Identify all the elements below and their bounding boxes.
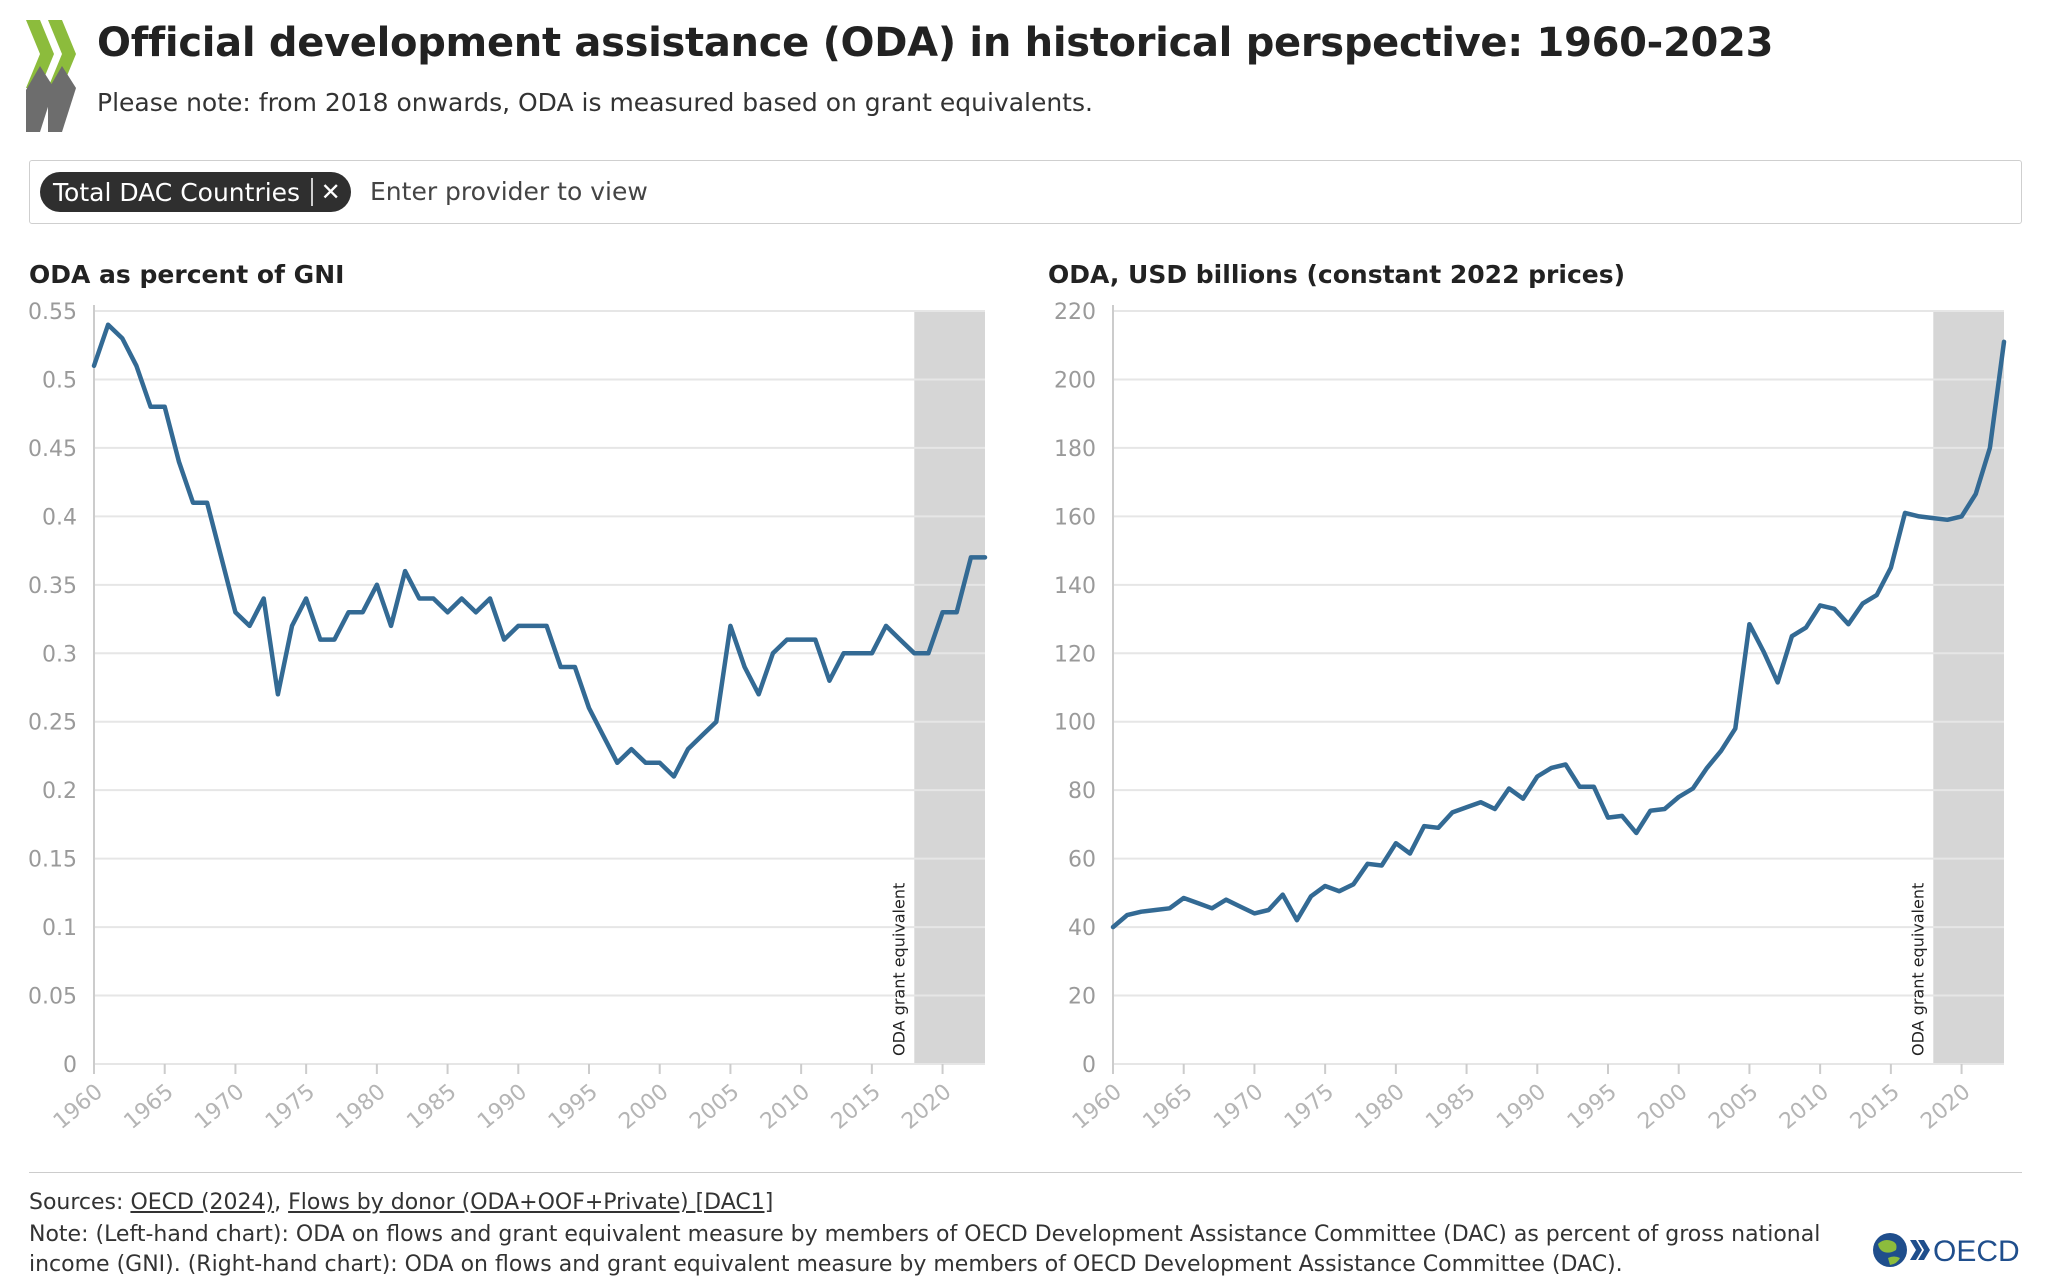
right-chart-x-tick-label: 1965 [1139, 1079, 1198, 1134]
sources-prefix: Sources: [29, 1190, 131, 1215]
footer-divider [29, 1172, 2022, 1173]
right-chart-x-tick-label: 2005 [1704, 1079, 1763, 1134]
right-chart-x-tick-label: 2010 [1775, 1079, 1834, 1134]
right-chart-y-tick-label: 180 [1054, 437, 1096, 462]
right-chart-x-tick-label: 2020 [1916, 1079, 1975, 1134]
sources-separator: , [274, 1190, 289, 1215]
right-chart-x-tick-label: 1980 [1351, 1079, 1410, 1134]
right-chart-y-tick-label: 140 [1054, 574, 1096, 599]
provider-selector[interactable]: Total DAC Countries ✕ Enter provider to … [29, 160, 2022, 224]
right-chart-x-tick-label: 1995 [1563, 1079, 1622, 1134]
oecd-chevron-logo [26, 20, 76, 132]
right-chart-series-line [1110, 339, 2007, 930]
right-chart-x-tick-label: 1990 [1492, 1079, 1551, 1134]
right-chart-y-tick-label: 200 [1054, 368, 1096, 393]
right-chart-x-tick-label: 2000 [1634, 1079, 1693, 1134]
right-chart-x-tick-label: 2015 [1846, 1079, 1905, 1134]
left-chart-y-tick-label: 0.35 [28, 574, 77, 599]
left-chart-y-tick-label: 0.45 [28, 437, 77, 462]
page-subtitle: Please note: from 2018 onwards, ODA is m… [97, 88, 1093, 117]
left-chart-y-tick-label: 0.05 [28, 985, 77, 1010]
left-chart-y-tick-label: 0.5 [42, 368, 77, 393]
left-chart-y-tick-label: 0.55 [28, 300, 77, 325]
right-chart-shade-label: ODA grant equivalent [1908, 883, 1927, 1056]
right-chart-x-tick-label: 1960 [1068, 1079, 1127, 1134]
left-chart-y-tick-label: 0 [63, 1053, 77, 1078]
right-chart-y-tick-label: 60 [1068, 848, 1096, 873]
right-chart-y-tick-label: 120 [1054, 642, 1096, 667]
left-chart-y-tick-label: 0.2 [42, 779, 77, 804]
left-chart-title: ODA as percent of GNI [29, 260, 345, 289]
right-chart-y-tick-label: 100 [1054, 711, 1096, 736]
left-chart-y-tick-label: 0.3 [42, 642, 77, 667]
right-chart-y-tick-label: 220 [1054, 300, 1096, 325]
left-chart-shaded-region [914, 311, 985, 1064]
left-chart-series-line [91, 322, 988, 779]
left-chart-shade-label: ODA grant equivalent [889, 883, 908, 1056]
page-title: Official development assistance (ODA) in… [97, 20, 1774, 66]
oda-gni-percent-chart: 0 0.05 0.1 0.15 0.2 0.25 0.3 0.35 0.4 0.45 0.5 0.55… [28, 300, 988, 1135]
chip-divider [311, 178, 313, 206]
selected-provider-chip[interactable]: Total DAC Countries ✕ [40, 172, 351, 212]
selected-provider-label: Total DAC Countries [53, 177, 301, 207]
right-chart-x-tick-label: 1970 [1209, 1079, 1268, 1134]
oecd-globe-logo: OECD [1873, 1233, 2020, 1268]
left-chart-y-tick-label: 0.15 [28, 848, 77, 873]
sources-line: Sources: OECD (2024), Flows by donor (OD… [29, 1190, 773, 1215]
left-chart-y-tick-label: 0.4 [42, 505, 77, 530]
right-chart-x-tick-label: 1985 [1421, 1079, 1480, 1134]
right-chart-title: ODA, USD billions (constant 2022 prices) [1048, 260, 1626, 289]
oecd-logo-text: OECD [1933, 1235, 2020, 1268]
right-chart-y-tick-label: 40 [1068, 916, 1096, 941]
left-chart-y-tick-label: 0.1 [42, 916, 77, 941]
right-chart-x-tick-label: 1975 [1280, 1079, 1339, 1134]
source-link-dac1[interactable]: Flows by donor (ODA+OOF+Private) [DAC1] [288, 1190, 774, 1215]
right-chart-y-tick-label: 0 [1082, 1053, 1096, 1078]
provider-search-input[interactable]: Enter provider to view [370, 177, 648, 206]
right-chart-y-tick-label: 160 [1054, 505, 1096, 530]
right-chart-y-tick-label: 20 [1068, 985, 1096, 1010]
chart-note: Note: (Left-hand chart): ODA on flows an… [29, 1222, 1821, 1277]
right-chart-y-tick-label: 80 [1068, 779, 1096, 804]
left-chart-y-tick-label: 0.25 [28, 711, 77, 736]
remove-provider-icon[interactable]: ✕ [320, 178, 341, 206]
source-link-oecd-2024[interactable]: OECD (2024) [130, 1190, 275, 1215]
